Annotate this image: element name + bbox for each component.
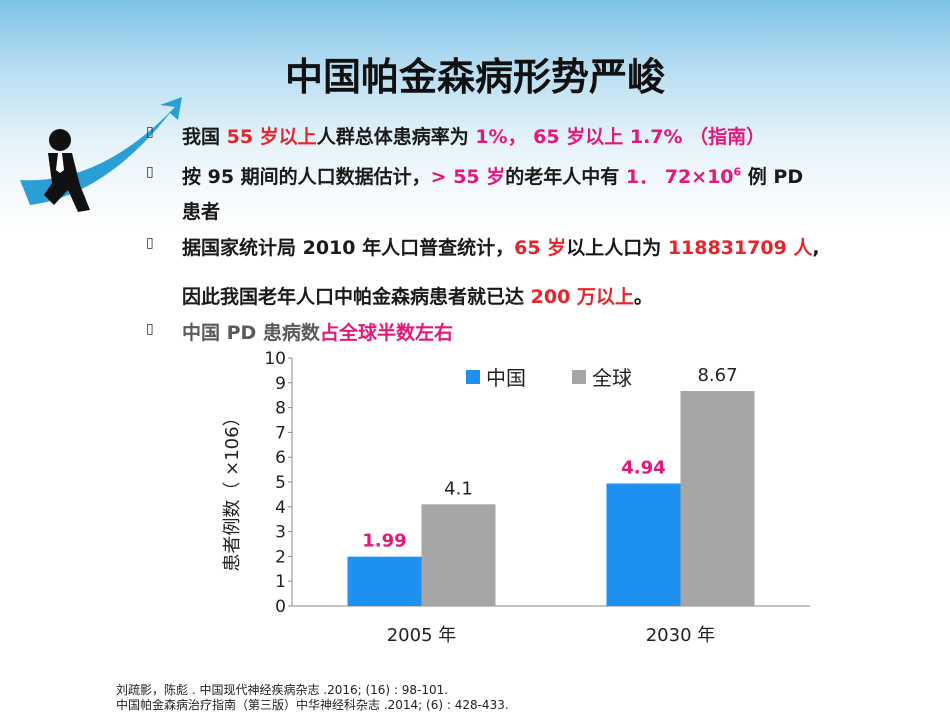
bullet-marker: ▯ bbox=[146, 235, 154, 251]
bar-global bbox=[421, 504, 496, 606]
y-axis-label: 患者例数（ ×106） bbox=[222, 408, 243, 571]
y-tick-label: 6 bbox=[275, 448, 286, 468]
text: 的老年人中有 bbox=[505, 166, 626, 188]
y-tick-label: 7 bbox=[275, 423, 286, 443]
highlight: 1． 72×10 bbox=[625, 166, 734, 188]
data-label: 8.67 bbox=[697, 365, 737, 386]
bar-china bbox=[347, 556, 422, 606]
text: , bbox=[812, 237, 820, 259]
bullet-marker: ▯ bbox=[146, 164, 154, 180]
text: 以上人口为 bbox=[566, 237, 668, 259]
bullet-3-cont: 因此我国老年人口中帕金森病患者就已达 200 万以上。 bbox=[182, 282, 653, 309]
bullet-2: 按 95 期间的人口数据估计，> 55 岁的老年人中有 1． 72×106 例 … bbox=[182, 162, 803, 189]
data-label: 4.94 bbox=[621, 457, 665, 478]
y-tick-label: 1 bbox=[275, 572, 286, 592]
legend-label: 中国 bbox=[486, 366, 526, 390]
reference-1: 刘疏影，陈彪 . 中国现代神经疾病杂志 .2016; (16) : 98-101… bbox=[116, 683, 449, 697]
data-label: 4.1 bbox=[444, 478, 473, 499]
highlight: 65 岁 bbox=[514, 237, 567, 259]
y-tick-label: 10 bbox=[264, 349, 286, 369]
bar-china bbox=[606, 483, 681, 606]
slide-title: 中国帕金森病形势严峻 bbox=[284, 55, 665, 99]
text: 我国 bbox=[182, 126, 227, 148]
text: 因此我国老年人口中帕金森病患者就已达 bbox=[182, 286, 531, 308]
text: 。 bbox=[633, 286, 653, 308]
reference-2: 中国帕金森病治疗指南（第三版）中华神经科杂志 .2014; (6) : 428-… bbox=[116, 698, 509, 712]
y-tick-label: 3 bbox=[275, 523, 286, 543]
highlight: > 55 岁 bbox=[430, 166, 506, 188]
highlight: 占全球半数左右 bbox=[319, 322, 453, 344]
legend-swatch bbox=[466, 370, 480, 384]
highlight: 200 万以上 bbox=[530, 286, 634, 308]
legend-swatch bbox=[572, 370, 586, 384]
bullet-4: 中国 PD 患病数占全球半数左右 bbox=[182, 318, 453, 345]
y-tick-label: 9 bbox=[275, 374, 286, 394]
highlight: 1%， 65 岁以上 1.7% （指南） bbox=[475, 126, 766, 148]
highlight: 55 岁以上 bbox=[226, 126, 317, 148]
text: 按 95 期间的人口数据估计， bbox=[182, 166, 431, 188]
text: 中国 PD 患病数 bbox=[182, 322, 320, 344]
y-tick-label: 2 bbox=[275, 547, 286, 567]
bullet-2-cont: 患者 bbox=[182, 201, 221, 223]
text: 例 PD bbox=[741, 166, 804, 188]
y-tick-label: 5 bbox=[275, 473, 286, 493]
bullet-3: 据国家统计局 2010 年人口普查统计，65 岁以上人口为 118831709 … bbox=[182, 233, 820, 260]
superscript: 6 bbox=[733, 165, 742, 179]
highlight: 118831709 人 bbox=[667, 237, 813, 259]
x-tick-label: 2005 年 bbox=[387, 625, 457, 646]
legend-label: 全球 bbox=[592, 366, 632, 390]
text: 据国家统计局 2010 年人口普查统计， bbox=[182, 237, 515, 259]
businessman-arrow-icon bbox=[20, 97, 182, 212]
x-tick-label: 2030 年 bbox=[646, 625, 716, 646]
data-label: 1.99 bbox=[362, 531, 406, 552]
bullet-marker: ▯ bbox=[146, 124, 154, 140]
bullet-marker: ▯ bbox=[146, 321, 154, 337]
text: 人群总体患病率为 bbox=[316, 126, 476, 148]
y-tick-label: 4 bbox=[275, 498, 286, 518]
y-tick-label: 8 bbox=[275, 399, 286, 419]
bullet-1: 我国 55 岁以上人群总体患病率为 1%， 65 岁以上 1.7% （指南） bbox=[182, 122, 765, 149]
y-tick-label: 0 bbox=[275, 597, 286, 617]
bar-global bbox=[680, 390, 755, 606]
